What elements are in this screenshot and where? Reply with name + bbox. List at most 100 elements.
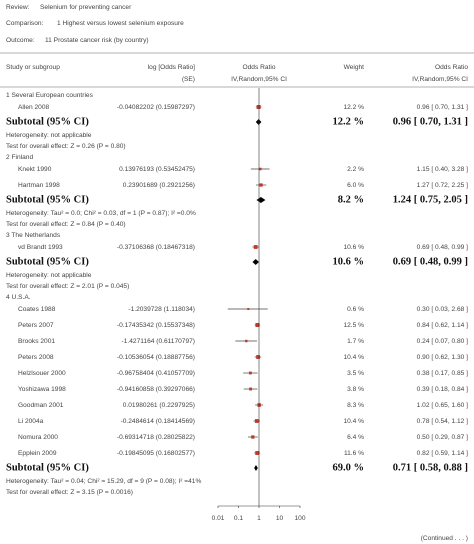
log-or-se: -0.19845095 (0.16802577)	[117, 450, 195, 457]
study-name: Helzlsouer 2000	[18, 370, 66, 377]
col-or-method: IV,Random,95% CI	[412, 76, 468, 83]
log-or-se: -0.04082202 (0.15987297)	[117, 104, 195, 111]
x-tick-label: 0.1	[234, 515, 243, 522]
odds-ratio: 0.69 [ 0.48, 0.99 ]	[417, 244, 468, 251]
x-tick-label: 10	[276, 515, 284, 522]
weight: 1.7 %	[347, 338, 364, 345]
odds-ratio: 0.90 [ 0.62, 1.30 ]	[417, 354, 468, 361]
x-tick-label: 1	[257, 515, 261, 522]
study-name: Allen 2008	[18, 104, 49, 111]
subtotal-or: 1.24 [ 0.75, 2.05 ]	[393, 194, 468, 205]
study-name: Yoshizawa 1998	[18, 386, 66, 393]
continued: (Continued . . . )	[421, 535, 468, 542]
subtotal-diamond	[254, 465, 258, 471]
study-name: Peters 2007	[18, 322, 54, 329]
subtotal-or: 0.69 [ 0.48, 0.99 ]	[393, 256, 468, 267]
study-marker	[258, 167, 262, 171]
weight: 0.6 %	[347, 306, 364, 313]
outcome: 11 Prostate cancer risk (by country)	[45, 37, 149, 44]
odds-ratio: 1.27 [ 0.72, 2.25 ]	[417, 182, 468, 189]
study-name: Hartman 1998	[18, 182, 60, 189]
col-or-plot: Odds Ratio	[243, 64, 276, 71]
subtotal-label: Subtotal (95% CI)	[6, 116, 89, 127]
study-marker	[251, 435, 255, 439]
group-title: 1 Several European countries	[6, 92, 94, 99]
heterogeneity: Heterogeneity: not applicable	[6, 132, 92, 139]
group-title: 3 The Netherlands	[6, 232, 61, 239]
log-or-se: -0.37106368 (0.18467318)	[117, 244, 195, 251]
odds-ratio: 1.02 [ 0.65, 1.60 ]	[417, 402, 468, 409]
log-or-se: 0.01980261 (0.2297925)	[123, 402, 195, 409]
x-tick-label: 0.01	[212, 515, 225, 522]
log-or-se: -0.96758404 (0.41057709)	[117, 370, 195, 377]
log-or-se: -0.17435342 (0.15537348)	[117, 322, 195, 329]
study-marker	[255, 451, 260, 455]
study-name: Epplein 2009	[18, 450, 57, 457]
subtotal-label: Subtotal (95% CI)	[6, 256, 89, 267]
weight: 10.4 %	[343, 354, 364, 361]
heterogeneity: Heterogeneity: not applicable	[6, 272, 92, 279]
overall-effect: Test for overall effect: Z = 0.26 (P = 0…	[6, 143, 126, 150]
log-or-se: -0.2484614 (0.18414569)	[121, 418, 195, 425]
study-marker	[245, 339, 248, 343]
odds-ratio: 0.39 [ 0.18, 0.84 ]	[417, 386, 468, 393]
subtotal-weight: 10.6 %	[333, 256, 365, 267]
study-marker	[249, 387, 253, 391]
subtotal-label: Subtotal (95% CI)	[6, 462, 89, 473]
col-log-or: log [Odds Ratio]	[148, 64, 195, 71]
study-marker	[256, 355, 260, 359]
weight: 10.4 %	[343, 418, 364, 425]
study-name: Peters 2008	[18, 354, 54, 361]
study-marker	[253, 245, 258, 249]
log-or-se: -0.10536054 (0.18887756)	[117, 354, 195, 361]
overall-effect: Test for overall effect: Z = 2.01 (P = 0…	[6, 283, 129, 290]
odds-ratio: 0.84 [ 0.62, 1.14 ]	[417, 322, 468, 329]
subtotal-or: 0.71 [ 0.58, 0.88 ]	[393, 462, 468, 473]
log-or-se: -0.94160858 (0.39297066)	[117, 386, 195, 393]
weight: 12.2 %	[343, 104, 364, 111]
review: Selenium for preventing cancer	[40, 4, 132, 11]
odds-ratio: 0.78 [ 0.54, 1.12 ]	[417, 418, 468, 425]
col-se: (SE)	[182, 76, 195, 83]
subtotal-label: Subtotal (95% CI)	[6, 194, 89, 205]
weight: 2.2 %	[347, 166, 364, 173]
study-name: Nomura 2000	[18, 434, 58, 441]
review-label: Review:	[6, 4, 30, 11]
subtotal-or: 0.96 [ 0.70, 1.31 ]	[393, 116, 468, 127]
subtotal-weight: 8.2 %	[338, 194, 364, 205]
study-marker	[255, 323, 260, 327]
weight: 12.5 %	[343, 322, 364, 329]
odds-ratio: 0.24 [ 0.07, 0.80 ]	[417, 338, 468, 345]
col-study: Study or subgroup	[6, 64, 60, 71]
comparison-label: Comparison:	[6, 20, 44, 27]
heterogeneity: Heterogeneity: Tau² = 0.0; Chi² = 0.03, …	[6, 210, 196, 217]
subtotal-weight: 12.2 %	[333, 116, 365, 127]
weight: 3.8 %	[347, 386, 364, 393]
group-title: 4 U.S.A.	[6, 294, 31, 301]
log-or-se: 0.13976193 (0.53452475)	[119, 166, 195, 173]
col-weight: Weight	[344, 64, 365, 71]
weight: 6.4 %	[347, 434, 364, 441]
study-name: Knekt 1990	[18, 166, 52, 173]
log-or-se: 0.23901689 (0.2921256)	[123, 182, 195, 189]
odds-ratio: 0.50 [ 0.29, 0.87 ]	[417, 434, 468, 441]
weight: 11.6 %	[344, 450, 364, 457]
comparison: 1 Highest versus lowest selenium exposur…	[57, 20, 184, 27]
study-name: Goodman 2001	[18, 402, 64, 409]
weight: 3.5 %	[347, 370, 364, 377]
study-marker	[254, 419, 259, 423]
subtotal-weight: 69.0 %	[333, 462, 365, 473]
subtotal-diamond	[252, 259, 259, 265]
study-marker	[256, 105, 261, 109]
odds-ratio: 0.82 [ 0.59, 1.14 ]	[417, 450, 468, 457]
weight: 6.0 %	[347, 182, 364, 189]
weight: 8.3 %	[347, 402, 364, 409]
odds-ratio: 1.15 [ 0.40, 3.28 ]	[417, 166, 468, 173]
outcome-label: Outcome:	[6, 37, 35, 44]
study-marker	[247, 307, 250, 311]
study-name: Brooks 2001	[18, 338, 55, 345]
study-name: vd Brandt 1993	[18, 244, 63, 251]
odds-ratio: 0.38 [ 0.17, 0.85 ]	[417, 370, 468, 377]
overall-effect: Test for overall effect: Z = 0.84 (P = 0…	[6, 221, 126, 228]
